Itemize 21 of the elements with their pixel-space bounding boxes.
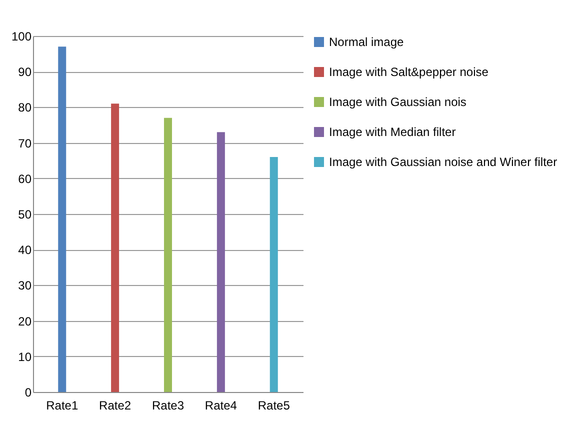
y-tick-label: 40 bbox=[18, 243, 32, 258]
y-tick-label: 80 bbox=[18, 100, 32, 115]
legend-label: Image with Gaussian noise and Winer filter bbox=[329, 155, 558, 169]
y-tick-label: 0 bbox=[24, 386, 32, 400]
legend-label: Image with Salt&pepper noise bbox=[329, 65, 489, 79]
x-tick-label: Rate1 bbox=[46, 398, 78, 412]
y-tick-label: 20 bbox=[18, 314, 32, 328]
y-tick-label: 90 bbox=[18, 65, 32, 80]
y-tick-label: 30 bbox=[18, 278, 32, 293]
y-tick-label: 70 bbox=[18, 136, 32, 150]
legend-label: Image with Gaussian nois bbox=[329, 95, 466, 109]
x-tick-label: Rate5 bbox=[258, 398, 290, 412]
x-tick-label: Rate4 bbox=[204, 398, 238, 412]
x-tick-label: Rate3 bbox=[152, 398, 184, 412]
y-tick-label: 100 bbox=[11, 30, 32, 44]
y-tick-label: 50 bbox=[18, 208, 32, 222]
x-tick-label: Rate2 bbox=[99, 398, 132, 412]
y-tick-label: 60 bbox=[18, 172, 32, 186]
legend-label: Normal image bbox=[329, 35, 404, 49]
legend-label: Image with Median filter bbox=[329, 125, 456, 139]
y-tick-label: 10 bbox=[18, 350, 32, 364]
